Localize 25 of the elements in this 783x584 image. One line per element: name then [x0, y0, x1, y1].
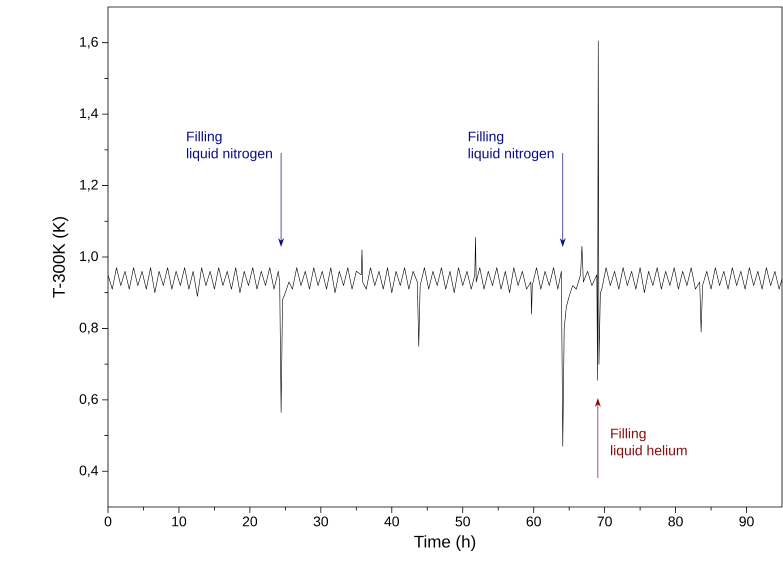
x-tick-label: 0 [104, 516, 112, 526]
annotation: liquid nitrogen [186, 148, 272, 162]
annotation: Filling [468, 131, 504, 144]
annotation: liquid nitrogen [468, 148, 554, 162]
x-tick-label: 90 [739, 516, 754, 526]
annotation: Filling [187, 131, 222, 144]
y-tick-label: 1,4 [80, 108, 98, 120]
y-tick-label: 1,0 [80, 251, 98, 263]
annotation: liquid helium [611, 445, 687, 458]
x-tick-label: 80 [668, 516, 683, 526]
y-tick-label: 0,4 [80, 466, 98, 478]
x-tick-label: 40 [384, 516, 400, 526]
y-tick-label: 0,8 [80, 322, 98, 334]
x-tick-label: 10 [172, 516, 186, 526]
x-tick-label: 30 [314, 516, 328, 526]
y-axis-title: T-300K (K) [52, 217, 68, 298]
x-tick-label: 70 [598, 516, 612, 526]
annotation: Filling [611, 428, 646, 442]
x-axis-title: Time (h) [414, 535, 476, 552]
x-tick-label: 50 [456, 516, 470, 526]
y-tick-label: 1,2 [80, 180, 98, 192]
y-tick-label: 1,6 [80, 36, 98, 48]
x-tick-label: 20 [242, 516, 258, 526]
x-tick-label: 60 [526, 516, 541, 526]
y-tick-label: 0,6 [80, 394, 98, 406]
